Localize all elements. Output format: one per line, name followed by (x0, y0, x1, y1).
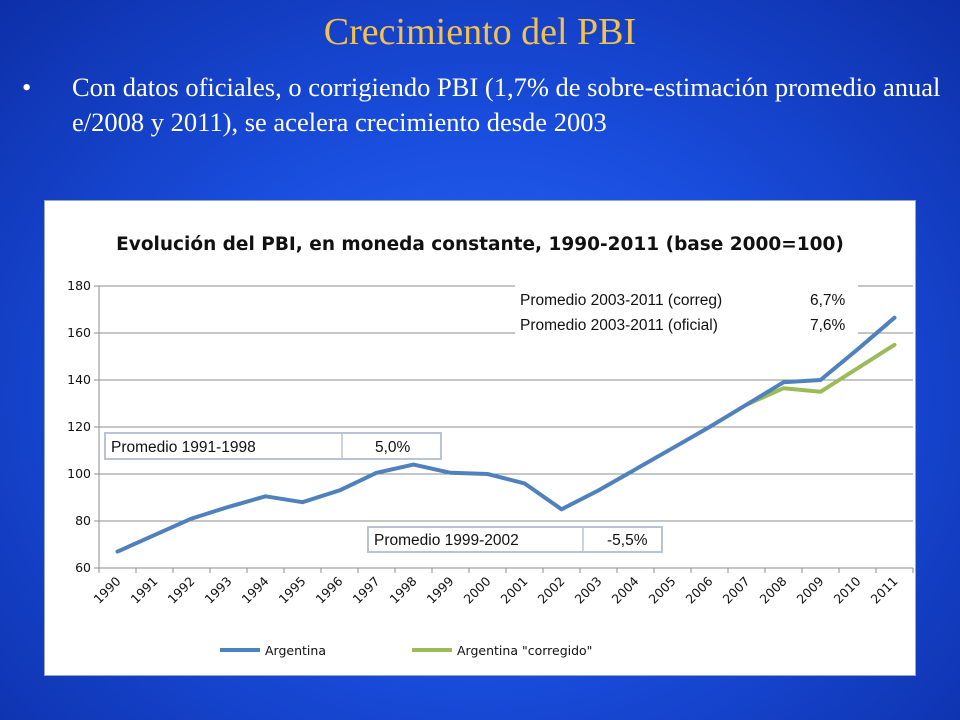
x-tick-label: 1997 (350, 574, 383, 607)
y-tick-label: 120 (67, 419, 91, 434)
x-tick-label: 2010 (831, 573, 864, 606)
x-tick-label: 2003 (572, 574, 605, 607)
annotation-1999-2002: Promedio 1999-2002 -5,5% (367, 526, 663, 553)
annotation-1991-1998: Promedio 1991-1998 5,0% (104, 432, 442, 460)
annotation-label: Promedio 1991-1998 (111, 439, 256, 456)
bullet-text: Con datos oficiales, o corrigiendo PBI (… (72, 72, 941, 137)
bullet-icon: • (22, 72, 32, 102)
annotation-value: -5,5% (607, 532, 648, 549)
x-tick-label: 1992 (165, 574, 198, 607)
annotation-value: 6,7% (810, 292, 846, 309)
y-tick-label: 100 (67, 466, 91, 481)
chart-title: Evolución del PBI, en moneda constante, … (116, 234, 844, 255)
y-axis: 60 80 100 120 140 160 180 (67, 278, 100, 575)
y-tick-label: 160 (67, 325, 91, 340)
annotation-value: 5,0% (375, 439, 411, 456)
x-tick-label: 2005 (646, 574, 679, 607)
series-lines (115, 315, 897, 554)
x-tick-label: 1994 (239, 573, 272, 606)
annotation-label: Promedio 2003-2011 (oficial) (520, 317, 718, 334)
annotation-2003-2011: Promedio 2003-2011 (correg) 6,7% Promedi… (515, 285, 858, 337)
annotation-value: 7,6% (810, 317, 846, 334)
x-tick-label: 2002 (535, 574, 568, 607)
annotation-box (104, 432, 442, 460)
x-tick-label: 2006 (683, 573, 716, 606)
annotation-box (515, 285, 858, 337)
x-axis: 1990 1991 1992 1993 1994 1995 1996 1997 1998 1999… (91, 568, 914, 607)
x-tick-label: 2001 (498, 574, 531, 607)
x-tick-label: 1995 (276, 574, 309, 607)
series-line-argentina (115, 315, 897, 554)
legend-label-corregido: Argentina "corregido" (457, 643, 592, 658)
x-tick-label: 2000 (461, 573, 494, 606)
legend: Argentina Argentina "corregido" (220, 643, 592, 658)
slide-title: Crecimiento del PBI (323, 11, 637, 53)
series-line-corregido (744, 342, 897, 407)
x-tick-label: 2004 (609, 573, 642, 606)
legend-label-argentina: Argentina (265, 643, 326, 658)
x-tick-label: 2011 (868, 574, 901, 607)
x-tick-label: 1993 (202, 574, 235, 607)
annotation-label: Promedio 1999-2002 (374, 532, 519, 549)
x-tick-label: 2009 (794, 573, 827, 606)
x-tick-label: 1991 (128, 574, 161, 607)
x-tick-label: 2007 (720, 574, 753, 607)
y-tick-label: 140 (67, 372, 91, 387)
x-tick-label: 1990 (91, 573, 124, 606)
chart-frame: Evolución del PBI, en moneda constante, … (44, 200, 916, 676)
annotation-label: Promedio 2003-2011 (correg) (520, 292, 722, 309)
x-tick-label: 2008 (757, 573, 790, 606)
gdp-line-chart: Evolución del PBI, en moneda constante, … (67, 234, 914, 658)
x-tick-label: 1996 (313, 573, 346, 606)
x-tick-label: 1998 (387, 573, 420, 606)
y-tick-label: 180 (67, 278, 91, 293)
x-tick-label: 1999 (424, 573, 457, 606)
y-tick-label: 80 (75, 513, 91, 528)
y-tick-label: 60 (75, 560, 91, 575)
annotation-box (367, 526, 663, 553)
